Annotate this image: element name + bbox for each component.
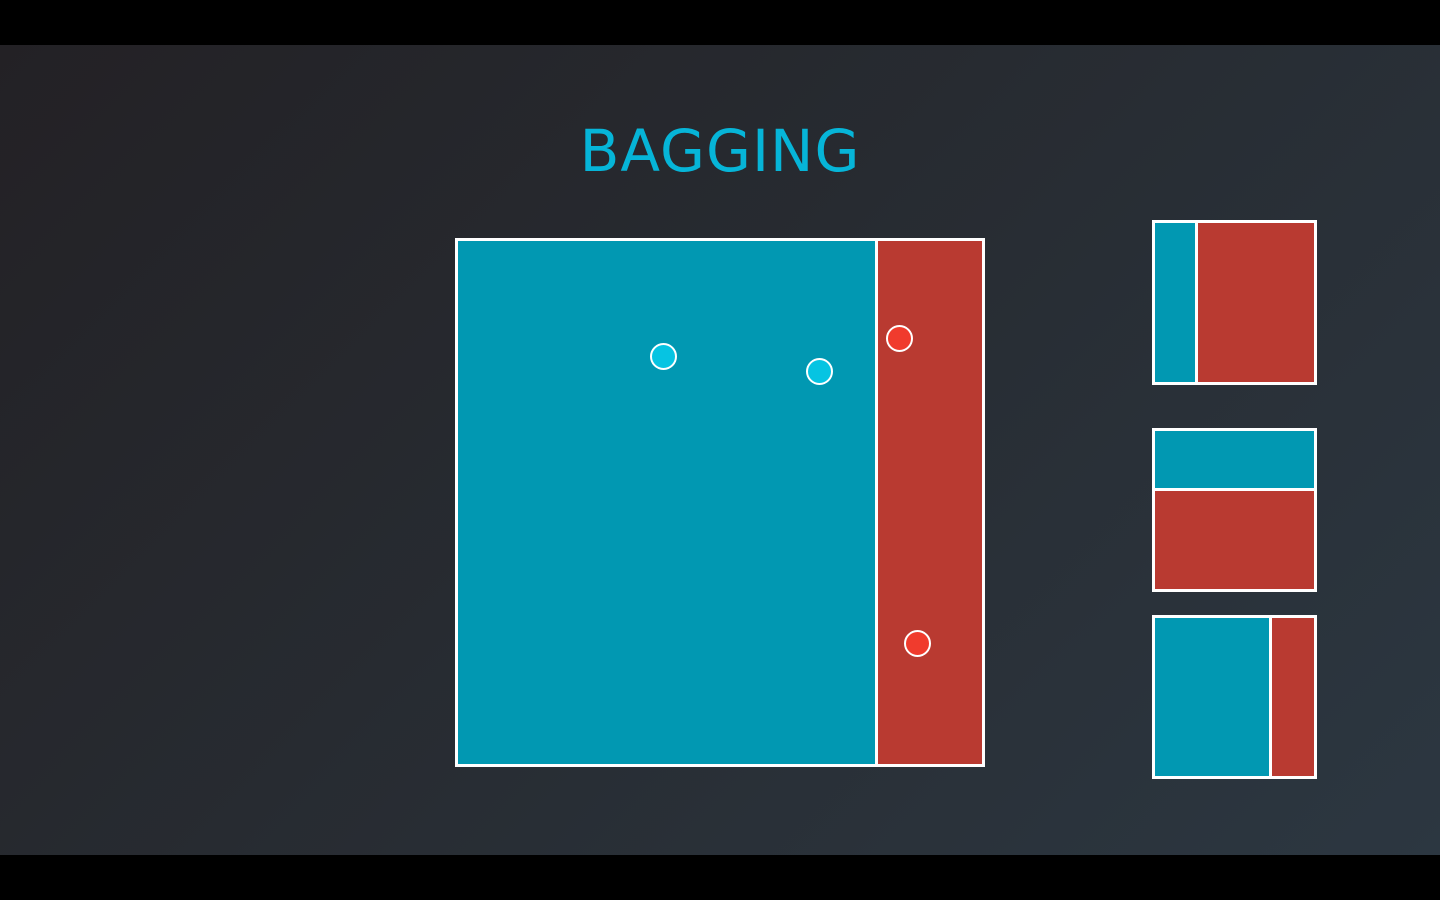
main-region-red: [874, 241, 982, 764]
weak-learner-2: [1152, 428, 1317, 592]
weak-learner-2-blue: [1155, 431, 1314, 488]
weak-learner-3-blue: [1155, 618, 1270, 776]
weak-learner-3: [1152, 615, 1317, 779]
weak-learner-1: [1152, 220, 1317, 385]
weak-learner-1-blue: [1155, 223, 1195, 382]
slide-title: BAGGING: [579, 117, 861, 185]
slide: BAGGING: [0, 45, 1440, 855]
data-point-blue-1: [650, 343, 678, 371]
data-point-red-2: [904, 629, 932, 657]
data-point-red-1: [886, 325, 914, 353]
main-decision-boundary: [455, 238, 985, 767]
main-region-blue: [458, 241, 875, 764]
weak-learner-1-red: [1194, 223, 1314, 382]
weak-learner-2-red: [1155, 487, 1314, 589]
weak-learner-3-red: [1269, 618, 1314, 776]
data-point-blue-2: [805, 357, 833, 385]
